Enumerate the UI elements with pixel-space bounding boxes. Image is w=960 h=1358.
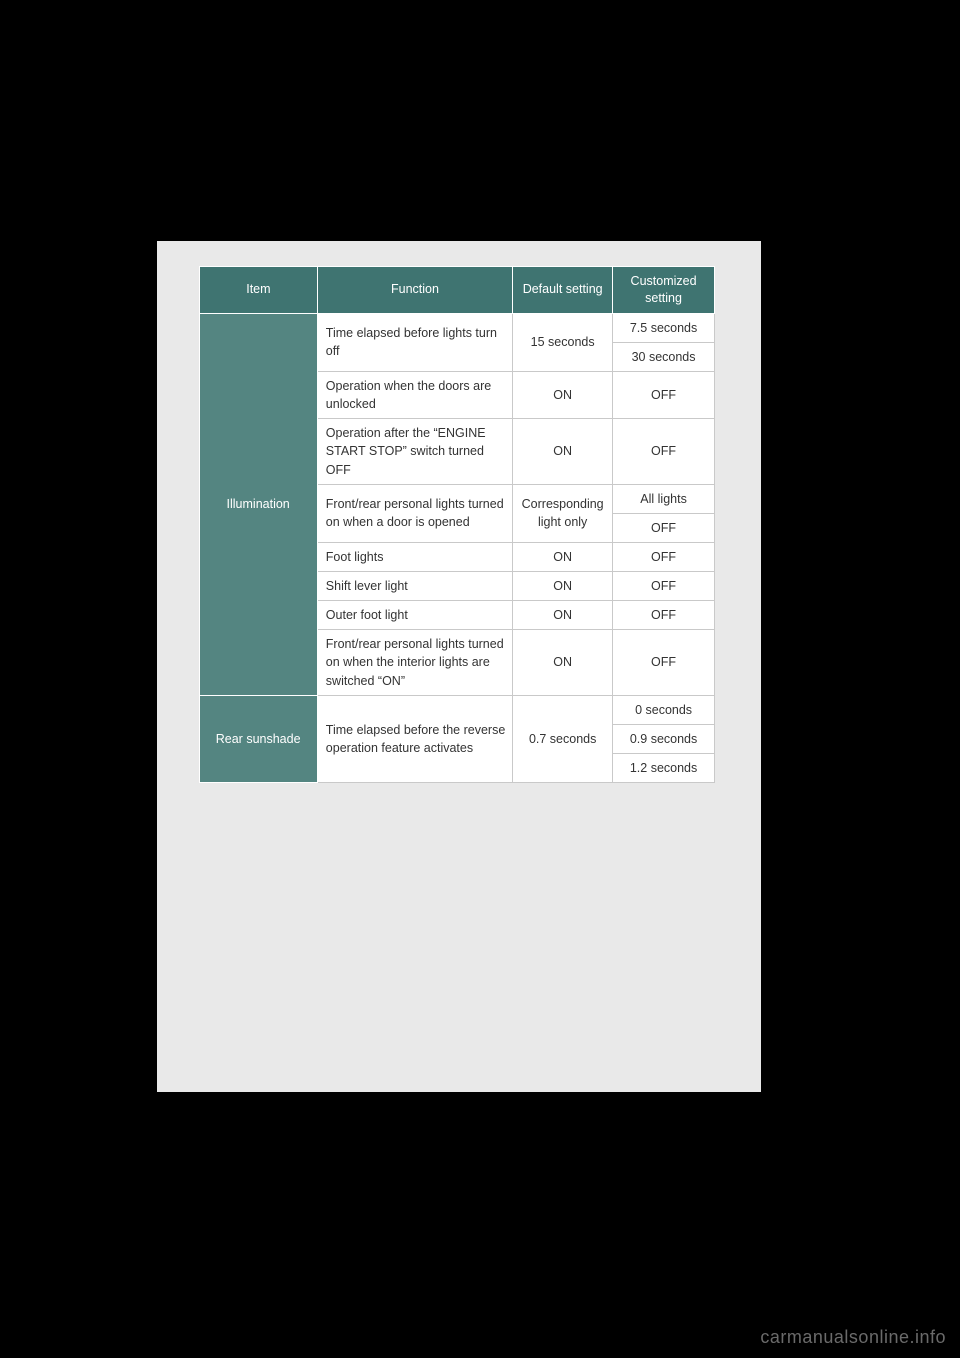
table-body: Illumination Time elapsed before lights … [200,313,715,782]
customized-cell: OFF [613,372,715,419]
default-cell: ON [513,630,613,695]
function-cell: Front/rear personal lights turned on whe… [317,484,512,542]
col-header-item: Item [200,267,318,314]
customized-cell: OFF [613,513,715,542]
customized-cell: All lights [613,484,715,513]
table-header: Item Function Default setting Customized… [200,267,715,314]
manual-page: Item Function Default setting Customized… [157,241,761,1092]
col-header-default: Default setting [513,267,613,314]
item-cell-rear-sunshade: Rear sunshade [200,695,318,782]
function-cell: Time elapsed before lights turn off [317,313,512,371]
table-row: Illumination Time elapsed before lights … [200,313,715,342]
default-cell: 0.7 seconds [513,695,613,782]
default-cell: ON [513,372,613,419]
default-cell: ON [513,419,613,484]
customized-cell: 7.5 seconds [613,313,715,342]
watermark-text: carmanualsonline.info [760,1327,946,1348]
col-header-function: Function [317,267,512,314]
customized-cell: OFF [613,419,715,484]
function-cell: Front/rear personal lights turned on whe… [317,630,512,695]
default-cell: ON [513,572,613,601]
customized-cell: 1.2 seconds [613,753,715,782]
function-cell: Outer foot light [317,601,512,630]
customized-cell: OFF [613,572,715,601]
function-cell: Time elapsed before the reverse operatio… [317,695,512,782]
col-header-customized: Customized setting [613,267,715,314]
customized-cell: OFF [613,601,715,630]
table-row: Rear sunshade Time elapsed before the re… [200,695,715,724]
item-cell-illumination: Illumination [200,313,318,695]
customized-cell: 0 seconds [613,695,715,724]
function-cell: Shift lever light [317,572,512,601]
settings-table: Item Function Default setting Customized… [199,266,715,783]
function-cell: Operation after the “ENGINE START STOP” … [317,419,512,484]
function-cell: Foot lights [317,542,512,571]
customized-cell: OFF [613,542,715,571]
customized-cell: 30 seconds [613,342,715,371]
default-cell: Correspond­ing light only [513,484,613,542]
default-cell: ON [513,542,613,571]
function-cell: Operation when the doors are unlocked [317,372,512,419]
customized-cell: OFF [613,630,715,695]
customized-cell: 0.9 seconds [613,724,715,753]
default-cell: 15 seconds [513,313,613,371]
default-cell: ON [513,601,613,630]
